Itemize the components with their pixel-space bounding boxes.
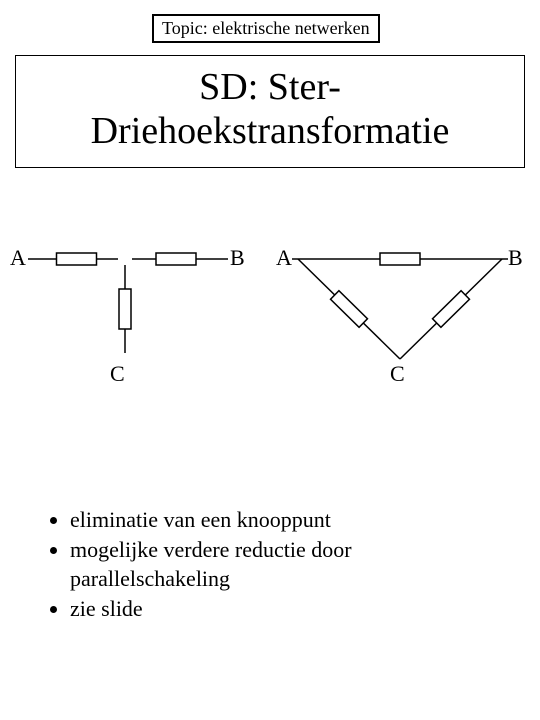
star-label-a: A [10, 245, 26, 271]
star-label-c: C [110, 361, 125, 387]
list-item: eliminatie van een knooppunt [70, 505, 508, 535]
delta-label-a: A [276, 245, 292, 271]
bullet-list: eliminatie van een knooppunt mogelijke v… [48, 505, 508, 624]
topic-label: Topic: elektrische netwerken [162, 18, 370, 38]
circuit-diagram [0, 235, 540, 425]
list-item: zie slide [70, 594, 508, 624]
title-text: SD: Ster-Driehoekstransformatie [91, 66, 450, 152]
star-label-b: B [230, 245, 245, 271]
delta-label-b: B [508, 245, 523, 271]
list-item: mogelijke verdere reductie door parallel… [70, 535, 508, 594]
title-box: SD: Ster-Driehoekstransformatie [15, 55, 525, 168]
topic-box: Topic: elektrische netwerken [152, 14, 380, 43]
diagram-area: A B C A B C [0, 235, 540, 425]
delta-label-c: C [390, 361, 405, 387]
